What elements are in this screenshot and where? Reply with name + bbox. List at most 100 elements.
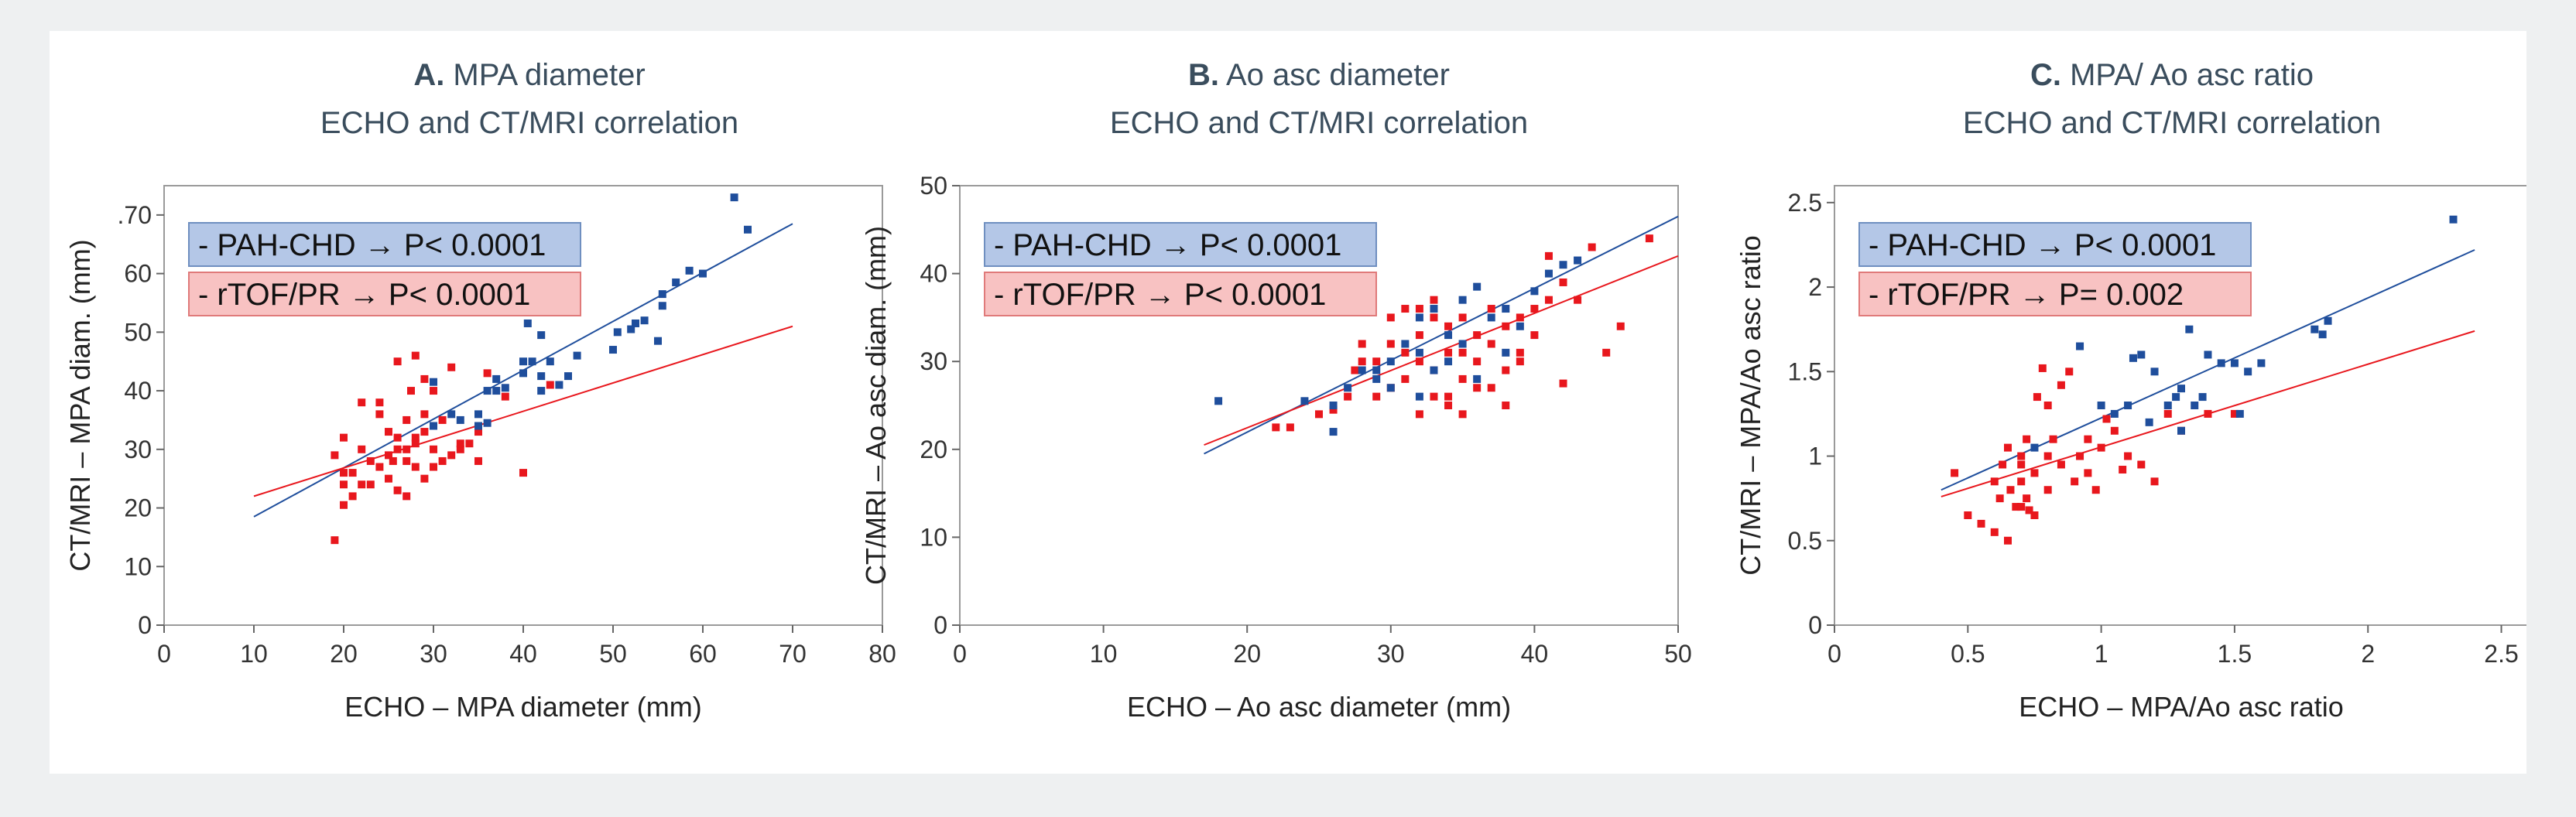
point-rtofpr <box>430 387 437 395</box>
point-pahchd <box>1386 357 1395 366</box>
point-pahchd <box>2449 215 2458 224</box>
point-rtofpr <box>438 415 447 424</box>
point-rtofpr <box>348 469 357 477</box>
point-rtofpr <box>1473 331 1482 340</box>
point-rtofpr <box>393 445 402 453</box>
point-rtofpr <box>1386 313 1395 322</box>
point-pahchd <box>2172 393 2180 402</box>
point-rtofpr <box>2150 477 2159 486</box>
point-rtofpr <box>2017 460 2026 469</box>
y-tick-label: 30 <box>124 436 152 463</box>
point-pahchd <box>537 372 546 381</box>
point-rtofpr <box>340 501 348 509</box>
point-pahchd <box>1458 296 1467 304</box>
point-rtofpr <box>2084 435 2092 443</box>
point-rtofpr <box>456 445 464 453</box>
y-tick-label: 2 <box>1808 273 1822 301</box>
point-pahchd <box>564 372 572 381</box>
point-pahchd <box>632 319 639 327</box>
point-pahchd <box>2177 426 2185 435</box>
point-rtofpr <box>393 486 402 494</box>
point-rtofpr <box>2043 402 2052 409</box>
legend-text: - PAH-CHD → P< 0.0001 <box>198 228 546 262</box>
point-pahchd <box>1300 397 1309 405</box>
point-rtofpr <box>358 398 366 407</box>
point-rtofpr <box>2119 466 2127 474</box>
legend-text: - PAH-CHD → P< 0.0001 <box>994 228 1341 262</box>
point-rtofpr <box>2137 460 2146 469</box>
y-tick-label: 40 <box>920 260 947 288</box>
x-tick-label: 0 <box>953 640 967 668</box>
point-pahchd <box>685 266 694 275</box>
point-rtofpr <box>1995 494 2004 503</box>
point-rtofpr <box>366 480 375 489</box>
point-pahchd <box>1415 348 1423 357</box>
point-rtofpr <box>2030 511 2039 519</box>
x-tick-label: 2 <box>2361 640 2375 668</box>
point-rtofpr <box>2043 486 2052 494</box>
fit-line-pahchd <box>1941 249 2475 491</box>
point-rtofpr <box>1574 296 1582 304</box>
chart-title-text: MPA diameter <box>444 58 645 92</box>
y-tick-label: 1.5 <box>1788 357 1822 385</box>
point-rtofpr <box>1516 313 1524 322</box>
point-rtofpr <box>385 428 392 436</box>
point-rtofpr <box>420 428 429 436</box>
chart-a: A. MPA diameter ECHO and CT/MRI correlati… <box>64 58 896 723</box>
point-rtofpr <box>2230 409 2239 418</box>
point-rtofpr <box>402 415 411 424</box>
point-pahchd <box>2150 367 2159 376</box>
point-rtofpr <box>402 492 411 501</box>
point-pahchd <box>537 331 546 340</box>
point-pahchd <box>1473 282 1482 291</box>
point-rtofpr <box>385 451 392 460</box>
chart-title-letter: B. <box>1188 58 1219 92</box>
x-tick-label: 60 <box>689 640 717 668</box>
x-tick-label: 40 <box>509 640 537 668</box>
point-rtofpr <box>474 428 482 436</box>
point-rtofpr <box>2076 452 2084 460</box>
point-rtofpr <box>1458 374 1467 383</box>
point-pahchd <box>2076 342 2084 350</box>
legend-text: - rTOF/PR → P< 0.0001 <box>994 278 1326 312</box>
point-rtofpr <box>1559 379 1567 388</box>
y-tick-label: 30 <box>920 347 947 375</box>
point-pahchd <box>492 387 501 395</box>
point-rtofpr <box>438 456 447 465</box>
point-pahchd <box>1358 366 1366 374</box>
fit-line-rtofpr <box>253 325 793 497</box>
y-tick-label: 1 <box>1808 443 1822 470</box>
point-rtofpr <box>447 451 456 460</box>
point-pahchd <box>1430 305 1438 313</box>
point-rtofpr <box>2065 367 2074 376</box>
point-pahchd <box>483 419 492 427</box>
point-rtofpr <box>420 474 429 483</box>
point-pahchd <box>1530 287 1539 296</box>
x-tick-label: 10 <box>240 640 268 668</box>
point-rtofpr <box>1351 366 1359 374</box>
point-rtofpr <box>402 456 411 465</box>
point-rtofpr <box>1530 305 1539 313</box>
point-pahchd <box>2324 316 2332 325</box>
legend-text: - rTOF/PR → P= 0.002 <box>1869 278 2184 312</box>
point-rtofpr <box>375 410 384 419</box>
point-rtofpr <box>1964 511 1972 519</box>
y-tick-label: 0 <box>933 611 947 639</box>
plot-frame <box>959 185 1679 626</box>
point-pahchd <box>1329 402 1338 409</box>
point-rtofpr <box>1544 296 1553 304</box>
point-pahchd <box>2145 418 2153 426</box>
point-rtofpr <box>1502 322 1510 330</box>
legend-box <box>188 222 581 267</box>
point-rtofpr <box>1444 322 1453 330</box>
point-rtofpr <box>420 374 429 383</box>
point-rtofpr <box>2023 435 2031 443</box>
point-pahchd <box>2230 359 2239 367</box>
point-rtofpr <box>393 433 402 442</box>
point-rtofpr <box>2057 381 2065 389</box>
point-pahchd <box>1544 269 1553 278</box>
point-pahchd <box>1386 384 1395 392</box>
legend-box <box>1858 272 2252 316</box>
point-pahchd <box>573 351 581 360</box>
point-pahchd <box>744 225 752 234</box>
